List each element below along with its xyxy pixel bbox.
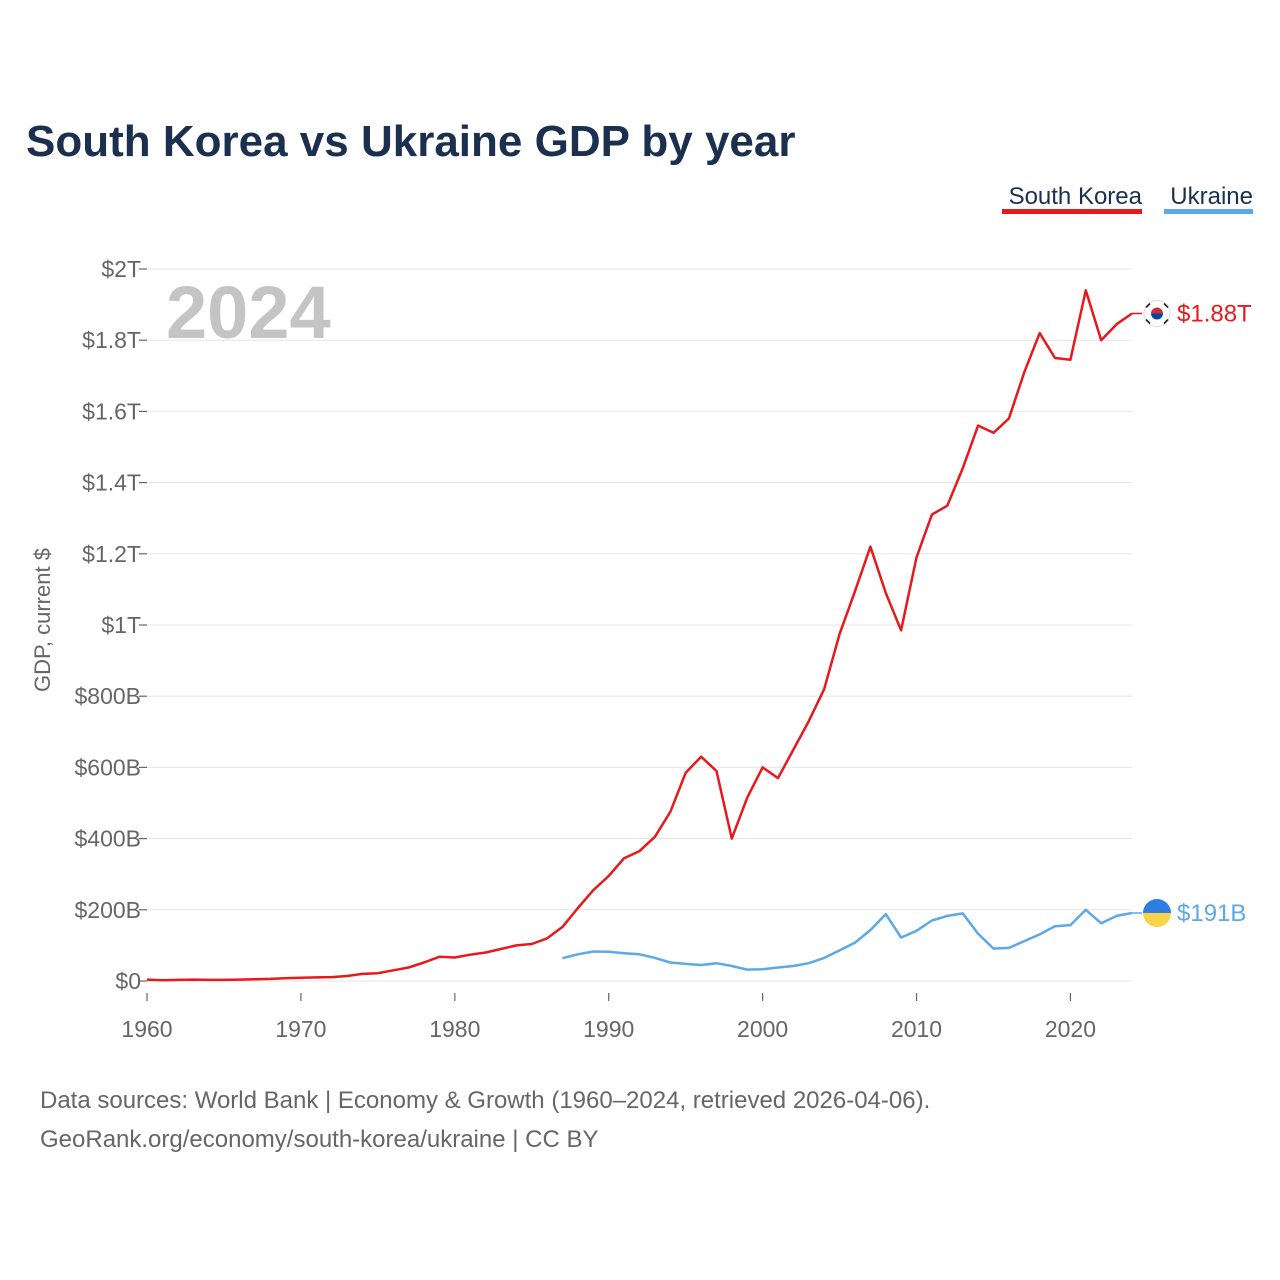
series-line-ukraine xyxy=(562,908,1133,971)
y-tick-label: $600B xyxy=(74,754,141,780)
year-watermark: 2024 xyxy=(166,271,331,354)
chart-title: South Korea vs Ukraine GDP by year xyxy=(26,117,795,166)
ukraine-flag-icon xyxy=(1143,899,1171,928)
x-tick-label: 1970 xyxy=(275,1016,326,1042)
y-tick-label: $400B xyxy=(74,826,141,852)
y-tick-label: $1T xyxy=(101,612,141,638)
y-tick-label: $800B xyxy=(74,683,141,709)
end-label-ukraine: $191B xyxy=(1177,900,1246,927)
grid-lines xyxy=(147,268,1132,982)
y-tick-label: $1.4T xyxy=(82,470,141,496)
x-tick-label: 1990 xyxy=(583,1016,634,1042)
source-line-1: Data sources: World Bank | Economy & Gro… xyxy=(40,1087,930,1114)
end-label-south-korea: $1.88T xyxy=(1177,301,1252,328)
x-tick-label: 1960 xyxy=(121,1016,172,1042)
y-tick-label: $1.2T xyxy=(82,541,141,567)
south-korea-flag-icon xyxy=(1143,300,1171,327)
legend: South Korea Ukraine xyxy=(1002,183,1253,214)
x-tick-label: 1980 xyxy=(429,1016,480,1042)
x-tick-label: 2020 xyxy=(1045,1016,1096,1042)
legend-item-ukraine[interactable]: Ukraine xyxy=(1170,183,1253,210)
x-tick-label: 2010 xyxy=(891,1016,942,1042)
y-tick-label: $0 xyxy=(115,968,141,994)
source-line-2[interactable]: GeoRank.org/economy/south-korea/ukraine … xyxy=(40,1126,599,1153)
series-line-south-korea xyxy=(146,289,1133,982)
legend-underline-south-korea xyxy=(1002,209,1142,214)
y-axis-label: GDP, current $ xyxy=(30,548,55,692)
legend-item-south-korea[interactable]: South Korea xyxy=(1009,183,1143,210)
y-tick-label: $2T xyxy=(101,256,141,282)
y-tick-label: $1.8T xyxy=(82,327,141,353)
y-axis: $0 $200B $400B $600B $800B $1T $1.2T $1.4T $1.6T… xyxy=(74,256,147,994)
series-lines xyxy=(146,289,1133,982)
end-labels: $1.88T $191B xyxy=(1132,301,1252,927)
y-tick-label: $200B xyxy=(74,897,141,923)
x-axis: 1960 1970 1980 1990 2000 2010 2020 xyxy=(121,993,1096,1042)
y-tick-label: $1.6T xyxy=(82,398,141,424)
x-tick-label: 2000 xyxy=(737,1016,788,1042)
legend-underline-ukraine xyxy=(1164,209,1253,214)
